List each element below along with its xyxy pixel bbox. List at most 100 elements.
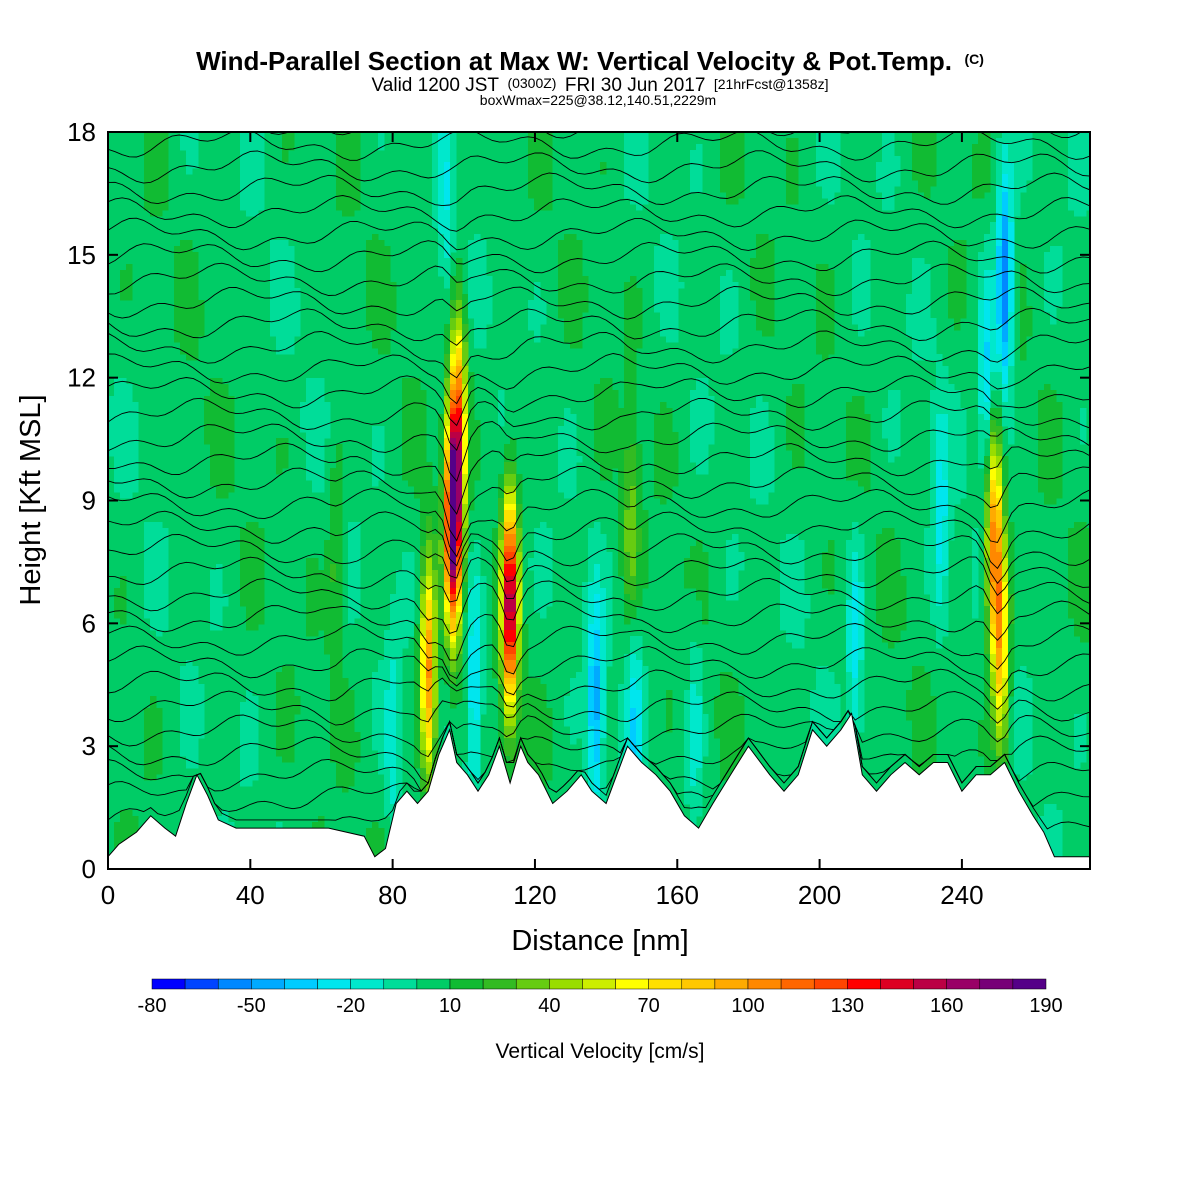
- velocity-cell: [630, 684, 637, 691]
- velocity-cell: [606, 594, 613, 601]
- velocity-cell: [450, 498, 457, 505]
- velocity-cell: [510, 744, 517, 751]
- velocity-cell: [162, 180, 169, 187]
- velocity-cell: [846, 618, 853, 625]
- velocity-cell: [636, 156, 643, 163]
- velocity-cell: [432, 744, 439, 751]
- velocity-cell: [132, 456, 139, 463]
- velocity-cell: [276, 318, 283, 325]
- velocity-cell: [702, 720, 709, 727]
- velocity-cell: [282, 444, 289, 451]
- velocity-cell: [576, 294, 583, 301]
- velocity-cell: [756, 312, 763, 319]
- velocity-cell: [150, 720, 157, 727]
- velocity-cell: [726, 762, 733, 769]
- velocity-cell: [420, 444, 427, 451]
- velocity-cell: [120, 492, 127, 499]
- velocity-cell: [672, 330, 679, 337]
- velocity-cell: [636, 684, 643, 691]
- velocity-cell: [318, 456, 325, 463]
- velocity-cell: [324, 612, 331, 619]
- velocity-cell: [546, 564, 553, 571]
- velocity-cell: [144, 204, 151, 211]
- velocity-cell: [666, 258, 673, 265]
- velocity-cell: [624, 564, 631, 571]
- velocity-cell: [618, 456, 625, 463]
- velocity-cell: [672, 246, 679, 253]
- velocity-cell: [438, 672, 445, 679]
- velocity-cell: [636, 480, 643, 487]
- velocity-cell: [702, 384, 709, 391]
- velocity-cell: [636, 738, 643, 745]
- velocity-cell: [348, 714, 355, 721]
- velocity-cell: [690, 546, 697, 553]
- velocity-cell: [510, 594, 517, 601]
- velocity-cell: [696, 714, 703, 721]
- velocity-cell: [216, 414, 223, 421]
- velocity-cell: [624, 390, 631, 397]
- velocity-cell: [414, 696, 421, 703]
- velocity-cell: [462, 360, 469, 367]
- velocity-cell: [696, 426, 703, 433]
- velocity-cell: [438, 156, 445, 163]
- velocity-cell: [450, 132, 457, 139]
- velocity-cell: [210, 390, 217, 397]
- velocity-cell: [510, 546, 517, 553]
- velocity-cell: [510, 492, 517, 499]
- velocity-cell: [426, 576, 433, 583]
- velocity-cell: [582, 690, 589, 697]
- velocity-cell: [738, 156, 745, 163]
- velocity-cell: [792, 642, 799, 649]
- velocity-cell: [852, 444, 859, 451]
- velocity-cell: [438, 546, 445, 553]
- velocity-cell: [798, 414, 805, 421]
- velocity-cell: [588, 732, 595, 739]
- velocity-cell: [684, 750, 691, 757]
- velocity-cell: [330, 672, 337, 679]
- velocity-cell: [600, 438, 607, 445]
- velocity-cell: [582, 714, 589, 721]
- velocity-cell: [354, 528, 361, 535]
- velocity-cell: [684, 708, 691, 715]
- velocity-cell: [690, 672, 697, 679]
- velocity-cell: [246, 132, 253, 139]
- velocity-cell: [546, 156, 553, 163]
- velocity-cell: [624, 336, 631, 343]
- velocity-cell: [726, 132, 733, 139]
- velocity-cell: [642, 174, 649, 181]
- velocity-cell: [474, 672, 481, 679]
- velocity-cell: [642, 192, 649, 199]
- velocity-cell: [432, 492, 439, 499]
- velocity-cell: [672, 468, 679, 475]
- velocity-cell: [210, 480, 217, 487]
- velocity-cell: [504, 738, 511, 745]
- velocity-cell: [288, 678, 295, 685]
- velocity-cell: [126, 408, 133, 415]
- velocity-cell: [468, 504, 475, 511]
- velocity-cell: [732, 186, 739, 193]
- velocity-cell: [636, 702, 643, 709]
- velocity-cell: [726, 672, 733, 679]
- velocity-cell: [510, 684, 517, 691]
- velocity-cell: [222, 402, 229, 409]
- velocity-cell: [762, 240, 769, 247]
- velocity-cell: [348, 756, 355, 763]
- velocity-cell: [426, 678, 433, 685]
- velocity-cell: [198, 708, 205, 715]
- velocity-cell: [480, 306, 487, 313]
- velocity-cell: [624, 372, 631, 379]
- velocity-cell: [828, 276, 835, 283]
- velocity-cell: [582, 744, 589, 751]
- velocity-cell: [378, 324, 385, 331]
- velocity-cell: [246, 546, 253, 553]
- velocity-cell: [426, 762, 433, 769]
- velocity-cell: [600, 600, 607, 607]
- velocity-cell: [132, 468, 139, 475]
- velocity-cell: [282, 252, 289, 259]
- velocity-cell: [828, 150, 835, 157]
- velocity-cell: [126, 474, 133, 481]
- velocity-cell: [180, 690, 187, 697]
- velocity-cell: [444, 408, 451, 415]
- velocity-cell: [252, 132, 259, 139]
- velocity-cell: [426, 750, 433, 757]
